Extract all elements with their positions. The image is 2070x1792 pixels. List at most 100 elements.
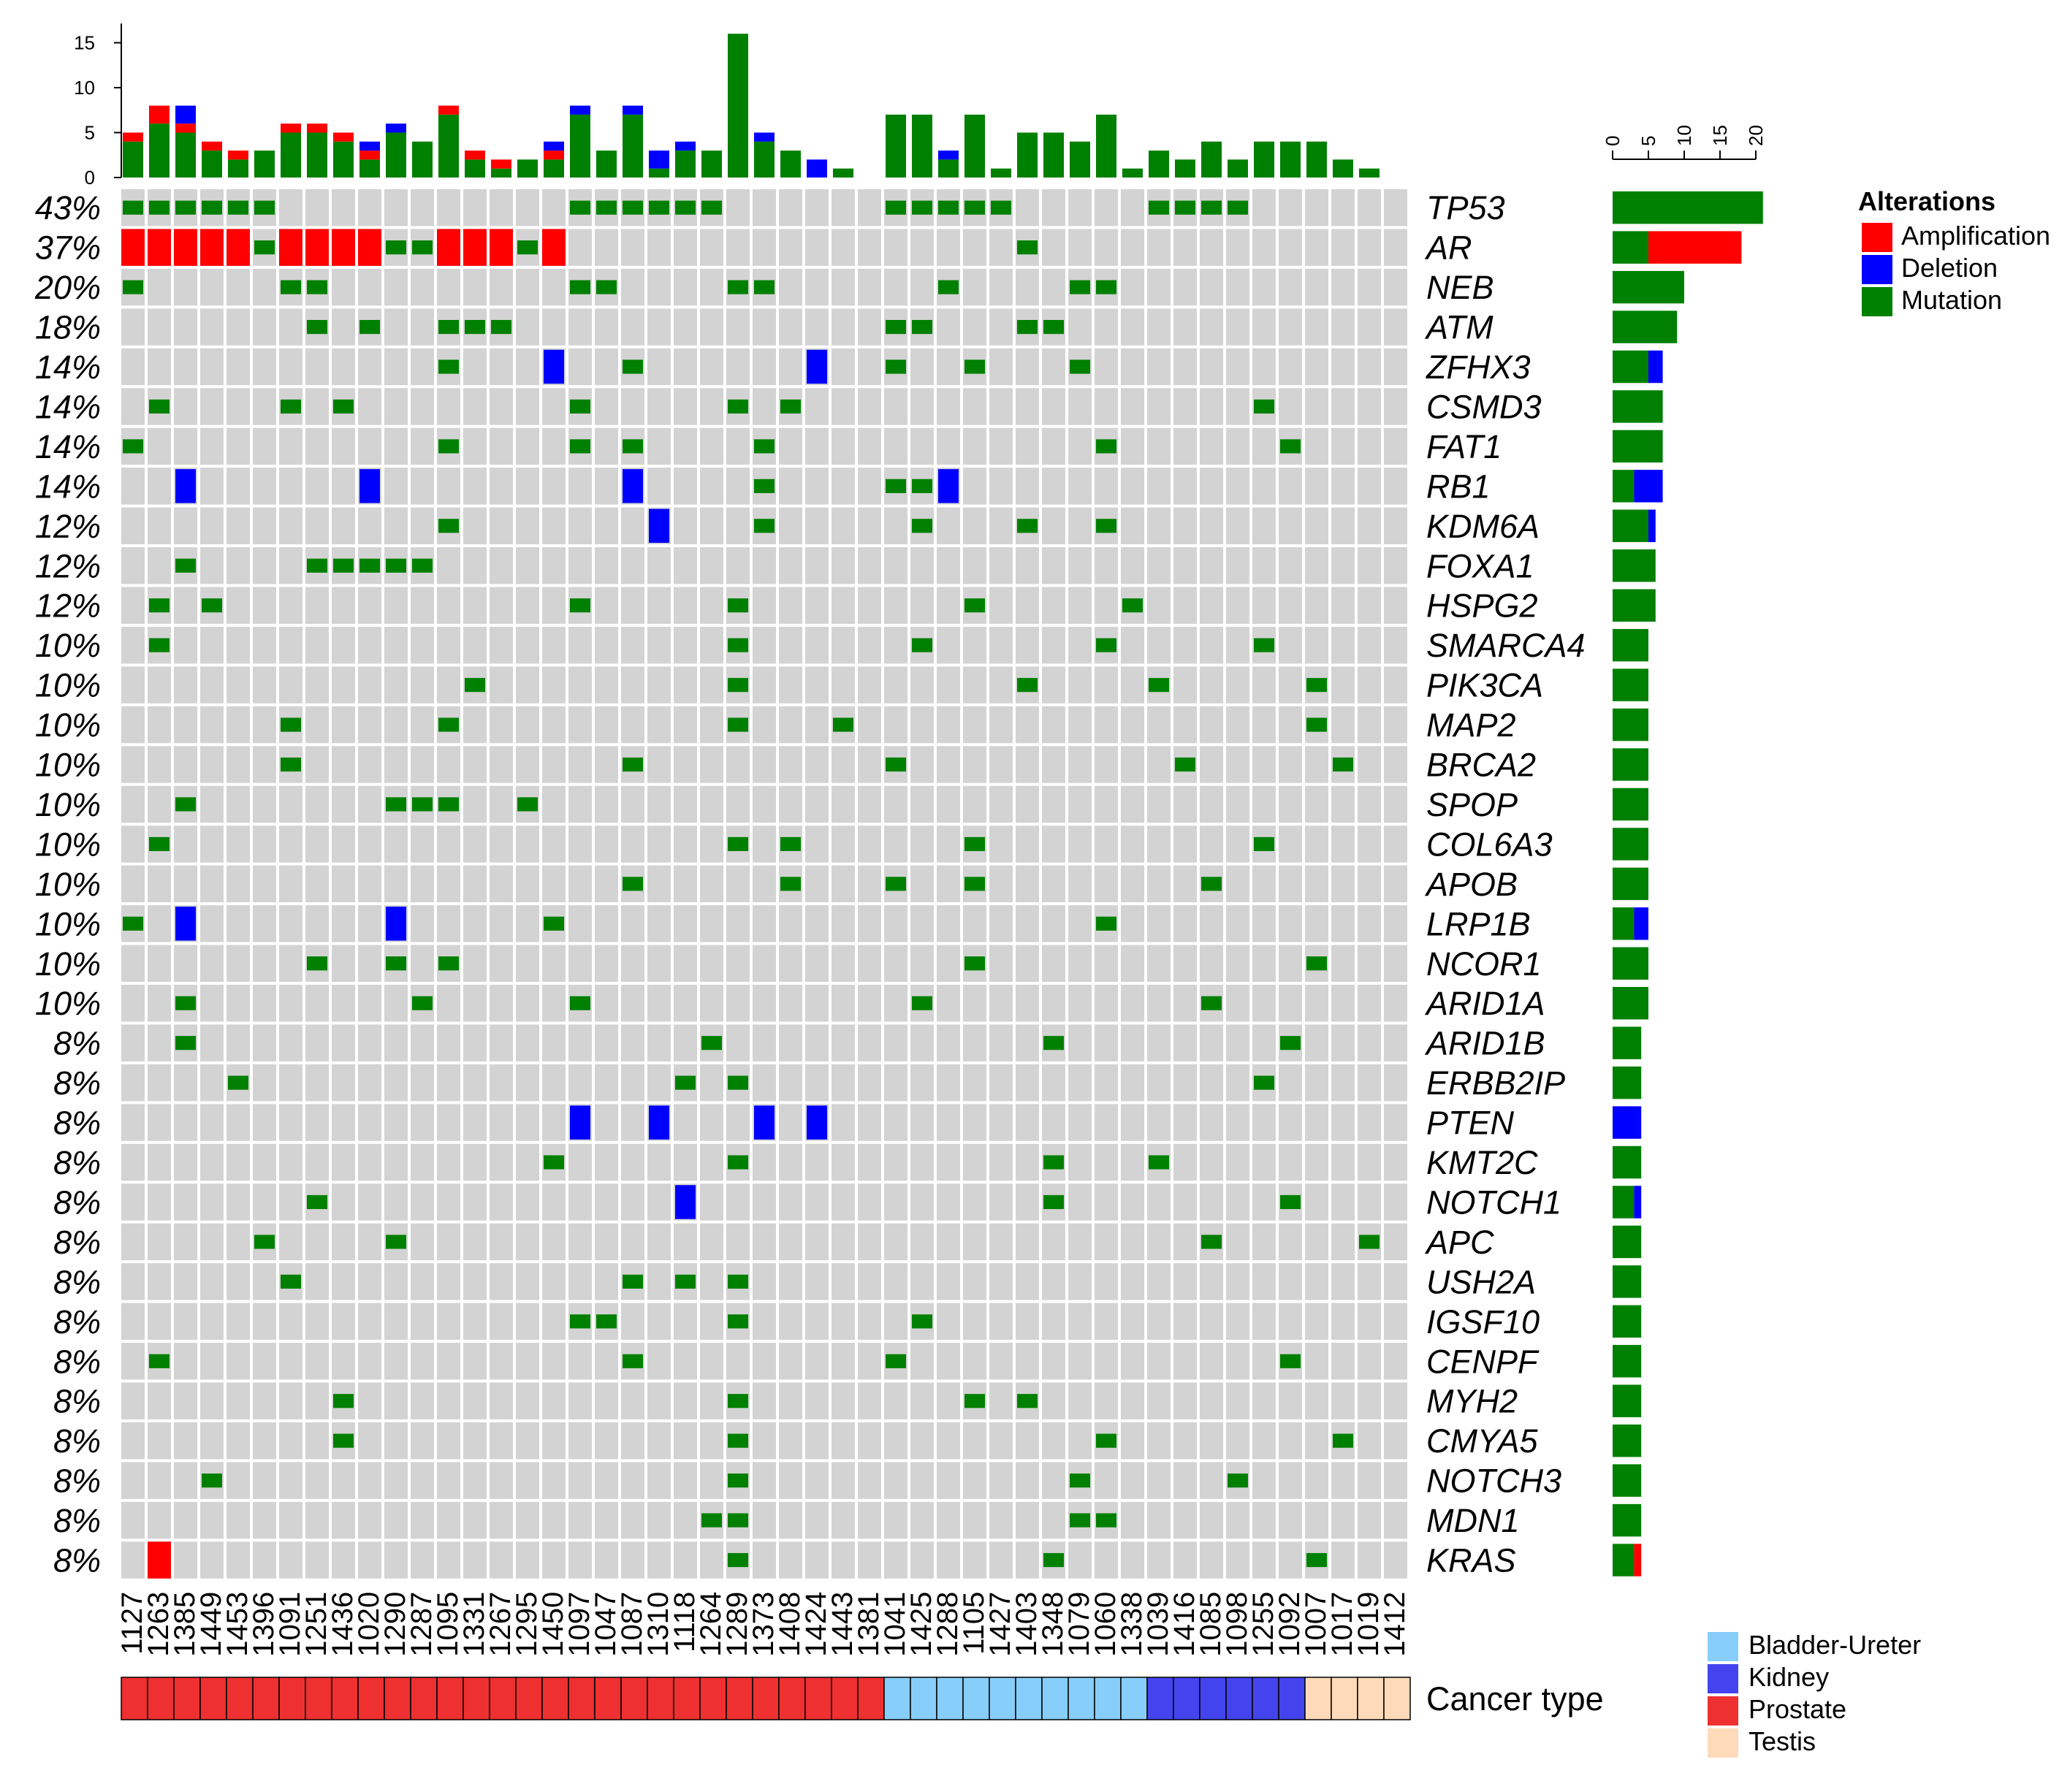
grid-cell-KDM6A-1264 [700,507,723,545]
grid-cell-MYH2-1092 [1279,1382,1302,1419]
grid-cell-KRAS-1290 [384,1541,408,1579]
right-bar-mutation-SPOP [1613,788,1648,821]
grid-cell-ARID1B-1295 [516,1024,539,1061]
grid-cell-CSMD3-1381 [858,388,881,425]
sample-label-1381: 1381 [853,1592,885,1657]
top-bar-mutation-1385 [175,132,196,178]
grid-cell-FAT1-1449 [200,427,224,465]
grid-cell-KDM6A-1338 [1121,507,1144,545]
cancer-type-cell-1091 [278,1677,306,1720]
cancer-type-cell-1251 [305,1677,332,1720]
grid-cell-SPOP-1436 [332,785,355,823]
grid-cell-CENPF-1095 [437,1343,460,1380]
grid-cell-CSMD3-1396 [253,388,276,425]
grid-cell-RB1-1450 [542,468,566,505]
top-bar-tick-label-10: 10 [74,77,95,99]
grid-cell-MDN1-1105 [963,1501,986,1539]
grid-cell-APC-1251 [305,1223,329,1261]
grid-cell-SPOP-1098 [1226,785,1249,823]
sample-label-1310: 1310 [642,1592,674,1657]
grid-cell-APC-1338 [1121,1223,1144,1261]
mutation-mark-AR-1396 [254,240,275,255]
cancer-type-cell-1255 [1252,1677,1279,1720]
grid-cell-TP53-1436 [332,189,355,226]
grid-cell-BRCA2-1267 [490,746,513,783]
mutation-mark-CENPF-1263 [149,1354,170,1368]
gene-label-KMT2C: KMT2C [1426,1144,1538,1181]
cancer-type-cell-1060 [1094,1677,1122,1720]
grid-cell-RB1-1331 [463,468,487,505]
mutation-mark-AR-1295 [517,240,538,255]
grid-cell-COL6A3-1290 [384,826,408,863]
grid-cell-MDN1-1019 [1358,1501,1381,1539]
right-bar-tick-label-10: 10 [1673,125,1695,146]
mutation-mark-ARID1B-1348 [1043,1036,1064,1051]
grid-cell-USH2A-1310 [647,1263,671,1300]
grid-cell-NCOR1-1091 [279,945,302,982]
grid-cell-FAT1-1381 [858,427,881,465]
grid-cell-KRAS-1041 [884,1541,907,1579]
percent-label-RB1: 14% [35,468,101,505]
grid-cell-ERBB2IP-1127 [121,1064,145,1102]
grid-cell-MAP2-1097 [568,706,592,744]
sample-label-1263: 1263 [142,1592,175,1657]
grid-cell-KRAS-1019 [1358,1541,1381,1579]
grid-cell-CSMD3-1295 [516,388,539,425]
top-bar-mutation-1453 [228,159,248,178]
grid-cell-COL6A3-1443 [832,826,855,863]
grid-cell-NOTCH1-1017 [1331,1183,1355,1221]
grid-cell-AR-1255 [1252,229,1276,266]
grid-cell-SMARCA4-1287 [411,626,434,664]
mutation-mark-TP53-1425 [912,200,932,215]
grid-cell-BRCA2-1450 [542,746,566,783]
mutation-mark-ARID1A-1385 [175,996,196,1010]
grid-cell-PTEN-1105 [963,1104,986,1141]
sample-label-1416: 1416 [1168,1592,1200,1657]
grid-cell-USH2A-1251 [305,1263,329,1300]
grid-cell-RB1-1436 [332,468,355,505]
grid-cell-NOTCH3-1416 [1173,1462,1197,1499]
grid-cell-KDM6A-1348 [1042,507,1065,545]
grid-cell-MYH2-1373 [753,1382,776,1419]
grid-cell-SMARCA4-1251 [305,626,329,664]
grid-cell-RB1-1267 [490,468,513,505]
percent-label-NEB: 20% [34,269,101,306]
grid-cell-PIK3CA-1267 [490,666,513,704]
grid-cell-HSPG2-1348 [1042,587,1065,624]
grid-cell-LRP1B-1097 [568,905,592,942]
grid-cell-NCOR1-1425 [910,945,934,982]
grid-cell-AR-1118 [674,229,697,266]
grid-cell-HSPG2-1443 [832,587,855,624]
grid-cell-SPOP-1267 [490,785,513,823]
grid-cell-HSPG2-1087 [621,587,644,624]
grid-cell-CMYA5-1295 [516,1422,539,1460]
grid-cell-ATM-1338 [1121,308,1144,346]
grid-cell-MAP2-1290 [384,706,408,744]
grid-cell-KMT2C-1085 [1200,1143,1223,1181]
grid-cell-IGSF10-1127 [121,1303,145,1341]
grid-cell-PTEN-1047 [595,1104,618,1141]
grid-cell-APC-1424 [805,1223,829,1261]
grid-cell-ERBB2IP-1039 [1147,1064,1171,1102]
grid-cell-KMT2C-1295 [516,1143,539,1181]
grid-cell-USH2A-1450 [542,1263,566,1300]
grid-cell-MDN1-1039 [1147,1501,1171,1539]
grid-cell-LRP1B-1338 [1121,905,1144,942]
grid-cell-COL6A3-1449 [200,826,224,863]
grid-cell-USH2A-1017 [1331,1263,1355,1300]
mutation-mark-CSMD3-1408 [780,399,801,414]
grid-cell-USH2A-1416 [1173,1263,1197,1300]
percent-label-ARID1B: 8% [53,1025,101,1062]
grid-cell-PTEN-1443 [832,1104,855,1141]
grid-cell-PIK3CA-1425 [910,666,934,704]
grid-cell-KMT2C-1264 [700,1143,723,1181]
mutation-mark-CENPF-1087 [623,1354,643,1368]
grid-cell-ERBB2IP-1396 [253,1064,276,1102]
top-bar-mutation-1092 [1280,141,1301,178]
grid-cell-KDM6A-1449 [200,507,224,545]
grid-cell-CMYA5-1007 [1305,1422,1328,1460]
grid-cell-RB1-1047 [595,468,618,505]
grid-cell-ERBB2IP-1424 [805,1064,829,1102]
grid-cell-CSMD3-1085 [1200,388,1223,425]
grid-cell-APOB-1436 [332,865,355,903]
